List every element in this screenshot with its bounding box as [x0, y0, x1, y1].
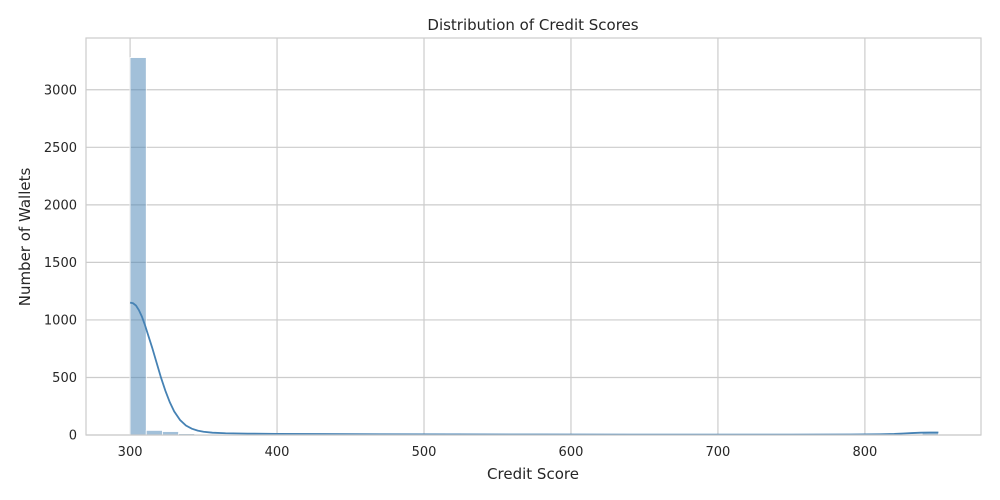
- y-tick-label: 1000: [44, 313, 77, 328]
- y-axis-ticks: 0 500 1000 1500 2000 2500 3000: [44, 83, 77, 443]
- kde-curve: [129, 301, 939, 436]
- histogram-bar: [129, 57, 147, 436]
- x-axis-ticks: 300 400 500 600 700 800: [118, 445, 878, 460]
- x-tick-label: 700: [706, 445, 731, 460]
- x-tick-label: 300: [118, 445, 143, 460]
- x-tick-label: 500: [412, 445, 437, 460]
- histogram-bars: [129, 57, 939, 436]
- y-tick-label: 2000: [44, 198, 77, 213]
- x-tick-label: 400: [265, 445, 290, 460]
- y-tick-label: 2500: [44, 141, 77, 156]
- x-tick-label: 800: [852, 445, 877, 460]
- histogram-bar: [145, 429, 163, 436]
- x-tick-label: 600: [559, 445, 584, 460]
- y-tick-label: 3000: [44, 83, 77, 98]
- y-tick-label: 0: [69, 429, 77, 444]
- chart-title: Distribution of Credit Scores: [427, 16, 638, 34]
- x-axis-label: Credit Score: [487, 465, 579, 483]
- y-tick-label: 1500: [44, 256, 77, 271]
- grid-lines: [86, 38, 981, 436]
- plot-frame: [85, 37, 982, 436]
- y-axis-label: Number of Wallets: [16, 168, 34, 307]
- y-tick-label: 500: [52, 371, 77, 386]
